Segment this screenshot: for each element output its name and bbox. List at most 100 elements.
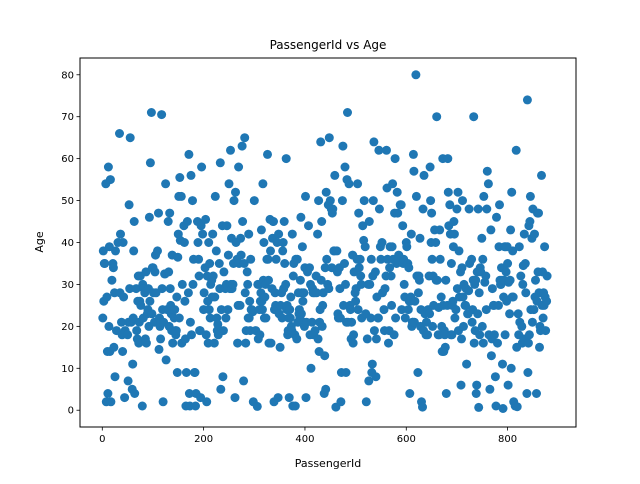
data-point bbox=[263, 149, 272, 159]
data-point bbox=[147, 309, 157, 319]
data-point bbox=[312, 288, 322, 298]
data-point bbox=[374, 145, 384, 155]
data-point bbox=[157, 110, 167, 120]
data-point bbox=[108, 263, 118, 273]
data-point bbox=[288, 271, 298, 281]
data-point bbox=[173, 252, 183, 262]
data-point bbox=[495, 200, 504, 210]
data-point bbox=[310, 326, 320, 336]
data-point bbox=[541, 326, 551, 336]
data-point bbox=[328, 204, 338, 214]
data-point bbox=[473, 309, 483, 319]
data-point bbox=[218, 372, 228, 382]
data-point bbox=[219, 267, 229, 277]
data-point bbox=[118, 238, 128, 247]
data-point bbox=[141, 267, 151, 277]
data-point bbox=[516, 271, 526, 281]
data-point bbox=[242, 267, 252, 277]
data-point bbox=[261, 313, 271, 323]
data-point bbox=[269, 217, 278, 226]
data-point bbox=[279, 217, 289, 226]
data-point bbox=[292, 254, 302, 264]
data-point bbox=[443, 187, 453, 197]
data-point bbox=[216, 384, 226, 394]
data-point bbox=[129, 217, 139, 226]
data-point bbox=[489, 330, 499, 340]
y-tick-label: 70 bbox=[61, 112, 74, 123]
data-point bbox=[458, 196, 467, 206]
data-point bbox=[440, 342, 450, 352]
data-point bbox=[481, 305, 491, 315]
data-point bbox=[498, 359, 507, 369]
data-point bbox=[379, 305, 389, 315]
data-point bbox=[318, 300, 328, 310]
data-point bbox=[131, 284, 141, 294]
data-point bbox=[174, 313, 184, 323]
x-axis: 0 200 400 600 800 bbox=[99, 427, 517, 445]
data-point bbox=[205, 259, 215, 268]
data-point bbox=[494, 300, 503, 310]
data-point bbox=[373, 313, 383, 323]
data-point bbox=[413, 288, 423, 298]
data-point bbox=[201, 214, 211, 224]
data-point bbox=[103, 389, 113, 398]
data-point bbox=[164, 267, 174, 277]
data-point bbox=[124, 200, 134, 210]
data-point bbox=[542, 271, 552, 281]
data-point bbox=[158, 397, 168, 407]
data-point bbox=[508, 246, 518, 256]
data-point bbox=[241, 338, 251, 348]
data-point bbox=[123, 330, 133, 340]
data-point bbox=[361, 397, 371, 407]
data-point bbox=[513, 309, 523, 319]
y-tick-label: 10 bbox=[61, 364, 74, 375]
data-point bbox=[346, 305, 355, 315]
data-point bbox=[399, 279, 409, 289]
data-point bbox=[222, 221, 232, 231]
data-point bbox=[184, 149, 194, 159]
data-point bbox=[316, 137, 326, 147]
data-point bbox=[432, 112, 442, 122]
data-point bbox=[145, 158, 155, 168]
data-point bbox=[255, 330, 265, 340]
data-point bbox=[161, 355, 171, 365]
data-point bbox=[477, 321, 487, 331]
points-layer bbox=[98, 70, 552, 413]
data-point bbox=[322, 254, 332, 264]
data-point bbox=[500, 330, 510, 340]
data-point bbox=[280, 259, 290, 268]
data-point bbox=[129, 246, 139, 256]
data-point bbox=[226, 145, 235, 155]
data-point bbox=[263, 254, 273, 264]
data-point bbox=[316, 275, 326, 285]
data-point bbox=[452, 284, 462, 294]
data-point bbox=[471, 389, 481, 398]
data-point bbox=[277, 313, 287, 323]
data-point bbox=[228, 279, 238, 289]
data-point bbox=[281, 154, 291, 164]
data-point bbox=[418, 204, 428, 214]
data-point bbox=[330, 170, 340, 180]
data-point bbox=[458, 292, 468, 302]
data-point bbox=[204, 305, 214, 315]
data-point bbox=[511, 145, 521, 155]
data-point bbox=[520, 259, 530, 268]
data-point bbox=[301, 191, 310, 201]
data-point bbox=[233, 338, 243, 348]
data-point bbox=[370, 267, 380, 277]
data-point bbox=[256, 225, 266, 235]
data-point bbox=[425, 309, 435, 319]
data-point bbox=[449, 229, 459, 239]
data-point bbox=[435, 254, 445, 264]
data-point bbox=[477, 233, 487, 243]
data-point bbox=[524, 330, 534, 340]
data-point bbox=[150, 267, 160, 277]
data-point bbox=[452, 204, 462, 214]
data-point bbox=[535, 342, 544, 352]
data-point bbox=[194, 271, 204, 281]
data-point bbox=[431, 238, 441, 247]
data-point bbox=[456, 380, 466, 390]
data-point bbox=[264, 275, 273, 285]
data-point bbox=[290, 401, 300, 411]
